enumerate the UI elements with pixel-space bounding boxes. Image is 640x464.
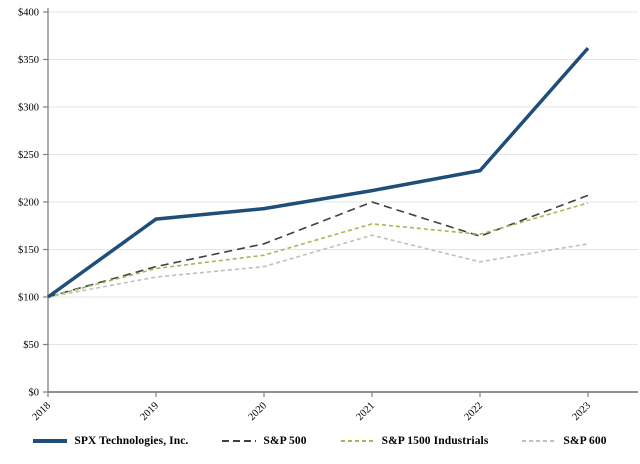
y-axis-label: $50: [23, 340, 39, 351]
x-axis-label: 2018: [30, 400, 53, 423]
legend-item-sp600: S&P 600: [522, 435, 607, 447]
x-axis-label: 2020: [246, 400, 269, 423]
y-axis-label: $150: [18, 245, 39, 256]
legend-item-sp1500-industrials: S&P 1500 Industrials: [340, 435, 489, 447]
x-axis-label: 2021: [354, 400, 377, 423]
legend-swatch-spx: [33, 439, 68, 443]
x-axis-label: 2022: [462, 400, 485, 423]
legend-swatch-sp1500-industrials: [340, 440, 375, 442]
y-axis-label: $300: [18, 103, 39, 114]
legend-label-sp600: S&P 600: [563, 435, 607, 447]
chart-legend: SPX Technologies, Inc. S&P 500 S&P 1500 …: [0, 435, 640, 447]
legend-label-sp500: S&P 500: [263, 435, 307, 447]
y-axis-label: $200: [18, 198, 39, 209]
x-axis-label: 2019: [138, 400, 161, 423]
legend-swatch-sp500: [222, 440, 257, 442]
legend-label-sp1500-industrials: S&P 1500 Industrials: [381, 435, 489, 447]
y-axis-label: $400: [18, 8, 39, 19]
series-line-s-p-1500-industrials: [47, 202, 589, 298]
legend-item-spx: SPX Technologies, Inc.: [33, 435, 188, 447]
legend-item-sp500: S&P 500: [222, 435, 307, 447]
y-axis-label: $100: [18, 293, 39, 304]
series-line-s-p-600: [47, 234, 589, 298]
legend-swatch-sp600: [522, 440, 557, 442]
y-axis-label: $250: [18, 150, 39, 161]
x-axis-label: 2023: [570, 400, 593, 423]
y-axis-label: $350: [18, 55, 39, 66]
legend-label-spx: SPX Technologies, Inc.: [74, 435, 189, 447]
y-axis-label: $0: [29, 388, 40, 399]
series-line-s-p-500: [47, 194, 589, 298]
series-line-spx-technologies-inc-: [46, 46, 590, 299]
